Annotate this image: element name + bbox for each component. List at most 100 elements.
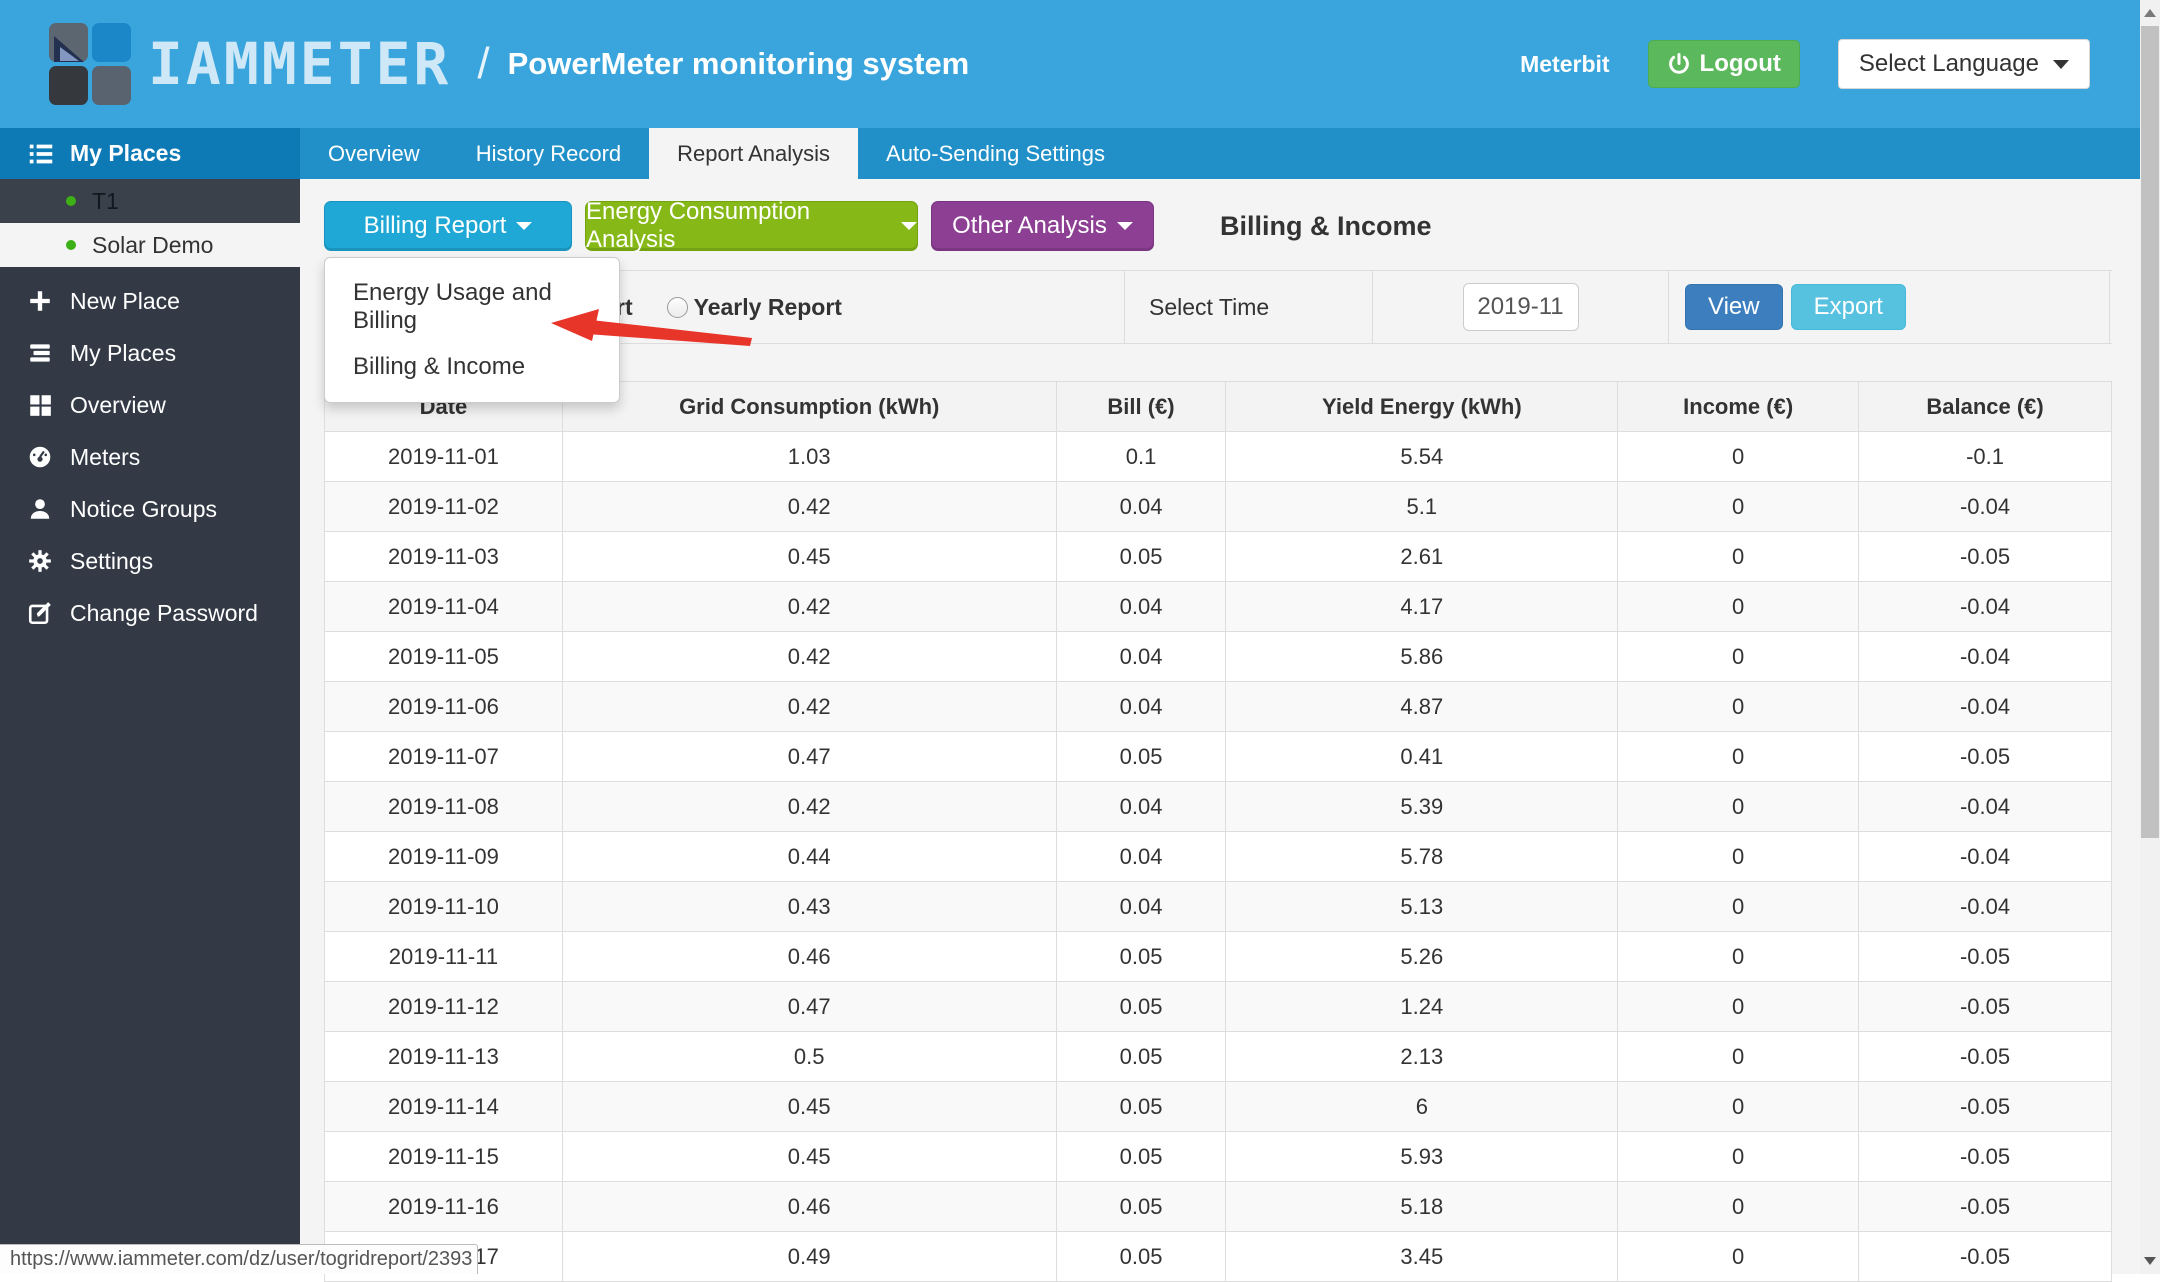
sidebar-item-my-places[interactable]: My Places [0, 327, 300, 379]
table-cell: 0.45 [561, 1081, 1057, 1132]
sidebar-item-new-place[interactable]: New Place [0, 275, 300, 327]
table-cell: 2019-11-06 [324, 681, 563, 732]
table-cell: 2019-11-03 [324, 531, 563, 582]
table-cell: 5.78 [1225, 831, 1619, 882]
place-item[interactable]: Solar Demo [0, 223, 300, 267]
table-cell: -0.04 [1858, 631, 2112, 682]
table-cell: 0.41 [1225, 731, 1619, 782]
list-icon [29, 144, 53, 163]
chevron-down-icon [2053, 59, 2069, 69]
table-cell: 0 [1617, 881, 1860, 932]
table-cell: 0.45 [561, 1131, 1057, 1182]
column-header: Yield Energy (kWh) [1225, 381, 1619, 432]
sidebar-item-label: Notice Groups [70, 495, 218, 522]
radio-label: Yearly Report [693, 293, 842, 320]
table-cell: 0 [1617, 631, 1860, 682]
scrollbar-thumb[interactable] [2141, 26, 2159, 838]
logout-button[interactable]: Logout [1647, 40, 1800, 88]
username-label: Meterbit [1520, 50, 1610, 77]
view-button[interactable]: View [1685, 284, 1783, 330]
table-cell: -0.04 [1858, 581, 2112, 632]
table-cell: 0.04 [1055, 881, 1227, 932]
annotation-arrow-icon [551, 309, 752, 346]
sidebar-item-settings[interactable]: Settings [0, 535, 300, 587]
table-cell: 2019-11-04 [324, 581, 563, 632]
place-status-dot [66, 240, 76, 250]
column-header: Income (€) [1617, 381, 1860, 432]
column-header: Balance (€) [1858, 381, 2112, 432]
billing-report-button[interactable]: Billing Report [324, 201, 572, 251]
header-right: Meterbit Logout Select Language [1520, 0, 2090, 128]
time-input[interactable] [1462, 283, 1579, 331]
sidebar-item-label: Meters [70, 443, 141, 470]
tab-auto-sending-settings[interactable]: Auto-Sending Settings [886, 141, 1105, 166]
table-cell: 2019-11-16 [324, 1181, 563, 1232]
table-cell: -0.05 [1858, 531, 2112, 582]
table-cell: 0 [1617, 981, 1860, 1032]
sidebar-item-notice-groups[interactable]: Notice Groups [0, 483, 300, 535]
table-cell: 2019-11-11 [324, 931, 563, 982]
title-separator: / [477, 39, 490, 88]
table-cell: 5.1 [1225, 481, 1619, 532]
table-row: 2019-11-11 0.46 0.05 5.26 0 -0.05 [324, 931, 2112, 982]
table-cell: 0.04 [1055, 481, 1227, 532]
grid-icon [26, 391, 54, 419]
table-cell: 0 [1617, 581, 1860, 632]
table-cell: -0.04 [1858, 781, 2112, 832]
table-cell: 0 [1617, 1231, 1860, 1282]
table-cell: 0.46 [561, 931, 1057, 982]
billing-income-table: Date Grid Consumption (kWh) Bill (€) Yield … [324, 381, 2112, 1282]
radio-yearly-report[interactable]: Yearly Report [666, 293, 842, 321]
button-label: Billing Report [363, 212, 507, 239]
column-header: Grid Consumption (kWh) [561, 381, 1057, 432]
table-cell: 0.49 [561, 1231, 1057, 1282]
radio-icon[interactable] [666, 296, 688, 318]
sidebar-header[interactable]: My Places [0, 128, 300, 179]
menu-item-billing-income[interactable]: Billing & Income [353, 353, 526, 380]
table-cell: 2.61 [1225, 531, 1619, 582]
menu-item-energy-usage-and-billing[interactable]: Energy Usage and Billing [353, 279, 552, 334]
sidebar: T1 Solar Demo New Place My Places Overview M… [0, 179, 300, 1274]
table-row: 2019-11-09 0.44 0.04 5.78 0 -0.04 [324, 831, 2112, 882]
table-row: 2019-11-05 0.42 0.04 5.86 0 -0.04 [324, 631, 2112, 682]
table-cell: 0.04 [1055, 581, 1227, 632]
select-language-button[interactable]: Select Language [1837, 39, 2090, 89]
iammeter-logo-icon [49, 23, 131, 105]
app-header: IAMMETER / PowerMeter monitoring system … [0, 0, 2140, 128]
sidebar-item-label: Overview [70, 391, 166, 418]
meter-icon [26, 443, 54, 471]
export-button[interactable]: Export [1790, 284, 1906, 330]
tab-history-record[interactable]: History Record [475, 141, 622, 166]
table-cell: -0.05 [1858, 1181, 2112, 1232]
sidebar-item-change-password[interactable]: Change Password [0, 587, 300, 639]
table-cell: 2019-11-14 [324, 1081, 563, 1132]
table-cell: -0.05 [1858, 1081, 2112, 1132]
place-status-dot [66, 196, 76, 206]
table-cell: 0 [1617, 931, 1860, 982]
sidebar-item-label: Settings [70, 547, 154, 574]
table-cell: 0.05 [1055, 1031, 1227, 1082]
scroll-down-arrow-icon[interactable] [2144, 1257, 2156, 1265]
gear-icon [26, 547, 54, 575]
sidebar-item-overview[interactable]: Overview [0, 379, 300, 431]
button-label: Other Analysis [952, 212, 1107, 239]
tab-overview[interactable]: Overview [328, 141, 420, 166]
other-analysis-button[interactable]: Other Analysis [931, 201, 1154, 251]
table-cell: 0.42 [561, 681, 1057, 732]
table-cell: 5.86 [1225, 631, 1619, 682]
table-row: 2019-11-06 0.42 0.04 4.87 0 -0.04 [324, 681, 2112, 732]
scroll-up-arrow-icon[interactable] [2144, 9, 2156, 17]
place-item[interactable]: T1 [0, 179, 300, 223]
vertical-scrollbar[interactable] [2140, 0, 2160, 1274]
table-cell: -0.05 [1858, 1131, 2112, 1182]
table-cell: 0.05 [1055, 931, 1227, 982]
tab-report-analysis[interactable]: Report Analysis [649, 128, 859, 179]
table-row: 2019-11-16 0.46 0.05 5.18 0 -0.05 [324, 1181, 2112, 1232]
table-cell: -0.1 [1858, 431, 2112, 482]
sidebar-item-meters[interactable]: Meters [0, 431, 300, 483]
table-row: 2019-11-15 0.45 0.05 5.93 0 -0.05 [324, 1131, 2112, 1182]
energy-consumption-analysis-button[interactable]: Energy Consumption Analysis [585, 198, 918, 253]
table-cell: 3.45 [1225, 1231, 1619, 1282]
table-cell: -0.04 [1858, 481, 2112, 532]
